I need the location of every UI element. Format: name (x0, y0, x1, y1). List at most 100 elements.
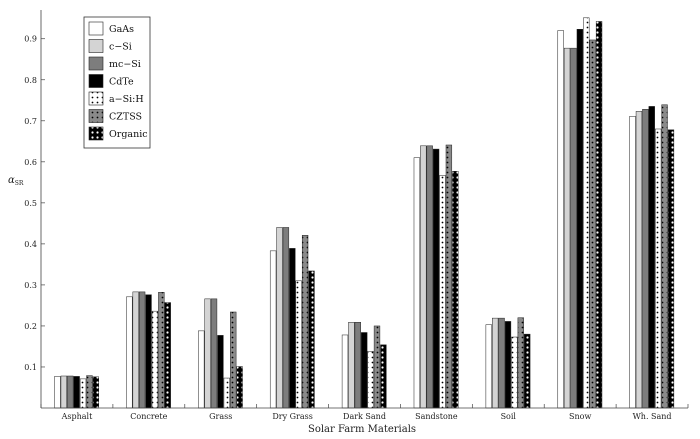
bar-concrete-c-si (132, 291, 139, 409)
bar-sandstone-c-si (420, 145, 427, 409)
y-tick-label: 0.7 (24, 117, 37, 126)
bar-wh-sand-organic (667, 129, 675, 409)
bar-grass-cztss (230, 311, 237, 409)
bar-soil-mc-si (498, 317, 505, 409)
legend-swatch (88, 21, 104, 36)
bar-asphalt-cdte (73, 376, 80, 409)
y-tick-label: 0.5 (24, 199, 37, 208)
bar-sandstone-a-si-h (439, 175, 446, 409)
y-tick-label: 0.8 (24, 76, 37, 85)
bar-grass-c-si (204, 298, 211, 409)
bar-grass-a-si-h (223, 377, 230, 409)
bar-asphalt-a-si-h (79, 378, 87, 409)
y-tick-label: 0.1 (24, 363, 37, 372)
x-tick-label: Soil (501, 412, 517, 421)
bar-snow-gaas (557, 30, 564, 409)
x-tick-label: Dry Grass (272, 412, 313, 421)
bar-dry-grass-cdte (289, 248, 296, 409)
legend-label: CdTe (109, 77, 134, 88)
bar-dark-sand-a-si-h (367, 351, 374, 409)
bar-asphalt-cztss (86, 375, 93, 409)
bar-soil-cdte (504, 321, 512, 409)
bar-sandstone-gaas (413, 157, 421, 409)
x-tick-label: Concrete (130, 412, 167, 421)
y-axis-title: αSR (8, 175, 24, 187)
bar-asphalt-gaas (54, 376, 61, 409)
bar-snow-organic (595, 21, 603, 409)
legend-label: mc−Si (109, 59, 141, 70)
y-tick-label: 0.4 (24, 240, 37, 249)
plot-area: 0.1 0.2 0.3 0.4 0.5 0.6 0.7 0.8 0.9 Asphalt Concr… (24, 10, 689, 421)
bar-concrete-cdte (145, 294, 152, 409)
bar-wh-sand-gaas (629, 116, 636, 409)
bar-concrete-gaas (126, 296, 133, 409)
bar-soil-a-si-h (511, 336, 518, 409)
bar-concrete-cztss (158, 292, 165, 409)
bar-dry-grass-cztss (301, 235, 309, 409)
bar-wh-sand-cdte (648, 106, 655, 409)
bar-dark-sand-mc-si (354, 322, 361, 409)
bar-dark-sand-gaas (341, 334, 349, 409)
bar-dry-grass-c-si (276, 227, 283, 409)
legend-label: Organic (109, 129, 148, 140)
x-tick-label: Wh. Sand (633, 412, 672, 421)
bar-sandstone-organic (452, 171, 459, 409)
bar-asphalt-mc-si (67, 375, 74, 409)
bar-concrete-organic (164, 302, 171, 409)
bar-dark-sand-cdte (361, 332, 368, 409)
y-tick-label: 0.2 (24, 322, 37, 331)
bars (54, 17, 675, 409)
legend-label: a−Si:H (109, 94, 144, 105)
y-tick-label: 0.3 (24, 281, 37, 290)
legend-swatch (88, 39, 104, 53)
bar-grass-cdte (217, 335, 224, 409)
bar-dark-sand-cztss (373, 325, 381, 409)
y-ticks: 0.1 0.2 0.3 0.4 0.5 0.6 0.7 0.8 0.9 (24, 35, 45, 372)
y-tick-label: 0.6 (24, 158, 37, 167)
bar-dry-grass-gaas (269, 250, 277, 409)
legend-label: GaAs (109, 24, 134, 35)
bar-concrete-mc-si (138, 291, 146, 409)
bar-dry-grass-organic (308, 270, 315, 409)
x-axis-title: Solar Farm Materials (308, 424, 416, 435)
bar-soil-gaas (485, 324, 492, 409)
legend-swatch (88, 109, 104, 123)
bar-snow-c-si (563, 47, 571, 409)
x-tick-label: Asphalt (61, 412, 93, 421)
legend-swatch (88, 74, 104, 88)
bar-dark-sand-c-si (348, 322, 355, 409)
bar-snow-cztss (589, 39, 596, 409)
bar-soil-organic (524, 333, 531, 409)
legend-swatch (88, 56, 104, 71)
bar-dry-grass-mc-si (282, 227, 290, 409)
legend: GaAs c−Si mc−Si CdTe a−Si:H CZTSS Organic (83, 16, 151, 149)
bar-sandstone-mc-si (426, 145, 433, 409)
bar-soil-c-si (492, 317, 499, 409)
bar-snow-cdte (576, 29, 584, 409)
y-tick-label: 0.9 (24, 35, 37, 44)
bar-dark-sand-organic (380, 344, 387, 409)
bar-snow-mc-si (570, 47, 577, 409)
legend-swatch (88, 126, 104, 141)
x-tick-label: Sandstone (415, 412, 458, 421)
bar-wh-sand-cztss (661, 104, 668, 409)
legend-swatch (88, 91, 104, 106)
legend-label: CZTSS (109, 112, 142, 123)
bar-wh-sand-c-si (635, 111, 643, 409)
bar-grass-organic (236, 366, 243, 409)
bar-grass-gaas (198, 330, 205, 409)
bar-wh-sand-mc-si (642, 109, 649, 409)
bar-grass-mc-si (210, 298, 218, 409)
bar-sandstone-cztss (445, 144, 453, 409)
x-tick-label: Grass (209, 412, 232, 421)
bar-dry-grass-a-si-h (295, 280, 302, 409)
bar-snow-a-si-h (583, 17, 590, 409)
x-ticks: Asphalt Concrete Grass Dry Grass Dark Sand Sa… (40, 404, 689, 421)
bar-sandstone-cdte (432, 148, 440, 409)
legend-label: c−Si (109, 42, 132, 53)
x-tick-label: Dark Sand (343, 412, 386, 421)
bar-asphalt-organic (92, 376, 99, 409)
bar-asphalt-c-si (60, 375, 67, 409)
x-tick-label: Snow (569, 412, 591, 421)
bar-concrete-a-si-h (151, 310, 159, 409)
